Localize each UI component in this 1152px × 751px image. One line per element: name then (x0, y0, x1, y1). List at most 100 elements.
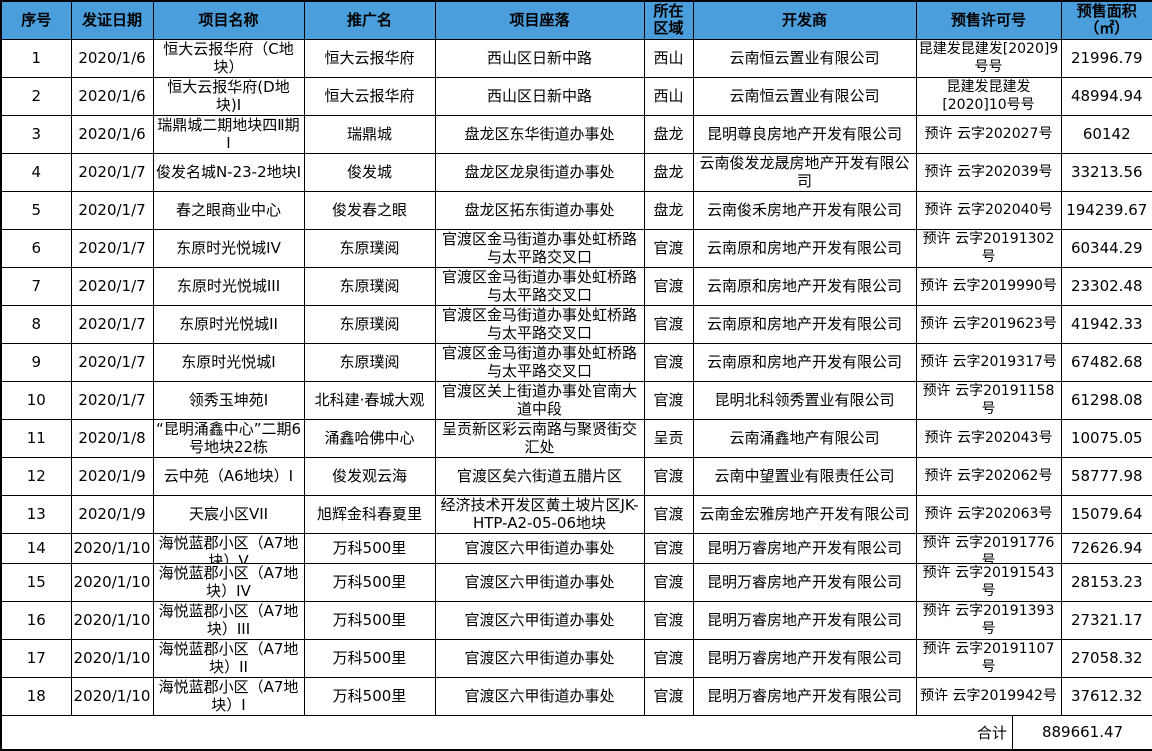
cell-district: 官渡 (643, 600, 694, 640)
cell-text: 东原时光悦城I (181, 353, 276, 371)
cell-text: 27058.32 (1070, 649, 1143, 667)
cell-district: 盘龙 (643, 114, 694, 154)
cell-text: 37612.32 (1070, 687, 1143, 705)
cell-district: 西山 (643, 38, 694, 78)
cell-text: 恒大云报华府 (324, 87, 415, 105)
cell-developer: 云南原和房地产开发有限公司 (692, 342, 917, 382)
cell-text: 昆明北科领秀置业有限公司 (714, 391, 895, 409)
cell-promo-name: 万科500里 (303, 562, 436, 602)
cell-presale-area: 15079.64 (1060, 494, 1152, 534)
cell-project-name: 春之眼商业中心 (152, 190, 305, 230)
cell-location: 官渡区金马街道办事处虹桥路与太平路交叉口 (434, 228, 645, 268)
cell-issue-date: 2020/1/8 (70, 418, 154, 458)
cell-text: 2020/1/7 (78, 391, 146, 409)
cell-text: 官渡区金马街道办事处虹桥路与太平路交叉口 (441, 344, 637, 380)
cell-issue-date: 2020/1/7 (70, 342, 154, 382)
cell-presale-area: 27058.32 (1060, 638, 1152, 678)
cell-text: 官渡区六甲街道办事处 (464, 687, 615, 705)
cell-location: 盘龙区拓东街道办事处 (434, 190, 645, 230)
cell-text: 盘龙区拓东街道办事处 (464, 201, 615, 219)
cell-project-name: 云中苑（A6地块）I (152, 456, 305, 496)
cell-permit-no: 预许 云字20191543号 (915, 562, 1062, 602)
cell-text: 194239.67 (1066, 201, 1148, 219)
cell-text: 6 (31, 239, 42, 257)
cell-text: 昆建发昆建发[2020]10号号 (942, 79, 1035, 113)
cell-text: 盘龙区龙泉街道办事处 (464, 163, 615, 181)
cell-serial: 15 (0, 562, 72, 602)
cell-permit-no: 预许 云字2019990号 (915, 266, 1062, 306)
table-row: 16 2020/1/10 海悦蓝郡小区（A7地块）III 万科500里 官渡区六甲街道办… (0, 600, 1152, 640)
cell-promo-name: 恒大云报华府 (303, 76, 436, 116)
cell-presale-area: 194239.67 (1060, 190, 1152, 230)
cell-district: 官渡 (643, 380, 694, 420)
cell-issue-date: 2020/1/9 (70, 494, 154, 534)
cell-text: 2 (31, 87, 42, 105)
cell-project-name: 瑞鼎城二期地块四Ⅱ期I (152, 114, 305, 154)
cell-text: 11 (26, 429, 46, 447)
cell-text: 17 (26, 649, 46, 667)
cell-issue-date: 2020/1/6 (70, 114, 154, 154)
cell-text: 2020/1/8 (78, 429, 146, 447)
cell-permit-no: 预许 云字202027号 (915, 114, 1062, 154)
cell-serial: 13 (0, 494, 72, 534)
table-row: 11 2020/1/8 “昆明涌鑫中心”二期6号地块22栋 涌鑫哈佛中心 呈贡新区彩云南… (0, 418, 1152, 458)
cell-text: 72626.94 (1070, 539, 1143, 557)
cell-developer: 云南俊发龙晟房地产开发有限公司 (692, 152, 917, 192)
cell-permit-no: 预许 云字2019942号 (915, 676, 1062, 716)
cell-presale-area: 23302.48 (1060, 266, 1152, 306)
cell-presale-area: 27321.17 (1060, 600, 1152, 640)
cell-text: 官渡 (653, 315, 684, 333)
cell-project-name: 海悦蓝郡小区（A7地块）IV (152, 562, 305, 602)
cell-serial: 9 (0, 342, 72, 382)
cell-text: 云南俊禾房地产开发有限公司 (706, 201, 902, 219)
cell-text: 东原时光悦城III (176, 277, 281, 295)
cell-text: 昆明尊良房地产开发有限公司 (706, 125, 902, 143)
cell-promo-name: 俊发春之眼 (303, 190, 436, 230)
cell-text: 21996.79 (1070, 49, 1143, 67)
cell-text: 万科500里 (332, 611, 407, 629)
cell-serial: 12 (0, 456, 72, 496)
column-header-issue-date: 发证日期 (70, 0, 154, 40)
cell-text: 云南金宏雅房地产开发有限公司 (699, 505, 910, 523)
cell-issue-date: 2020/1/10 (70, 532, 154, 564)
table-row: 8 2020/1/7 东原时光悦城II 东原璞阅 官渡区金马街道办事处虹桥路与太平路交叉… (0, 304, 1152, 344)
cell-location: 西山区日新中路 (434, 38, 645, 78)
cell-issue-date: 2020/1/6 (70, 76, 154, 116)
cell-promo-name: 瑞鼎城 (303, 114, 436, 154)
cell-text: 呈贡 (653, 429, 684, 447)
cell-text: 官渡 (653, 505, 684, 523)
cell-text: 28153.23 (1070, 573, 1143, 591)
cell-text: 恒大云报华府 (324, 49, 415, 67)
cell-developer: 昆明万睿房地产开发有限公司 (692, 562, 917, 602)
cell-text: 2020/1/7 (78, 201, 146, 219)
cell-text: 16 (26, 611, 46, 629)
table-row: 7 2020/1/7 东原时光悦城III 东原璞阅 官渡区金马街道办事处虹桥路与太平路交… (0, 266, 1152, 306)
cell-text: 预许 云字20191776号 (922, 534, 1055, 563)
cell-text: 27321.17 (1070, 611, 1143, 629)
cell-text: 60344.29 (1070, 239, 1143, 257)
cell-project-name: 海悦蓝郡小区（A7地块）I (152, 676, 305, 716)
cell-developer: 昆明尊良房地产开发有限公司 (692, 114, 917, 154)
cell-text: 万科500里 (332, 573, 407, 591)
cell-text: 领秀玉坤苑I (188, 391, 269, 409)
cell-promo-name: 俊发观云海 (303, 456, 436, 496)
table-row: 15 2020/1/10 海悦蓝郡小区（A7地块）IV 万科500里 官渡区六甲街道办事… (0, 562, 1152, 602)
cell-text: 西山区日新中路 (486, 49, 592, 67)
cell-project-name: 天宸小区VII (152, 494, 305, 534)
cell-district: 官渡 (643, 228, 694, 268)
cell-text: 预许 云字202040号 (924, 202, 1053, 218)
cell-project-name: 东原时光悦城IV (152, 228, 305, 268)
cell-text: 预许 云字202062号 (924, 468, 1053, 484)
cell-developer: 昆明万睿房地产开发有限公司 (692, 676, 917, 716)
cell-text: 官渡区六甲街道办事处 (464, 611, 615, 629)
cell-district: 呈贡 (643, 418, 694, 458)
table-row: 13 2020/1/9 天宸小区VII 旭辉金科春夏里 经济技术开发区黄土坡片区JK-H… (0, 494, 1152, 534)
cell-issue-date: 2020/1/9 (70, 456, 154, 496)
cell-project-name: 东原时光悦城II (152, 304, 305, 344)
cell-text: 10 (26, 391, 46, 409)
cell-text: “昆明涌鑫中心”二期6号地块22栋 (155, 420, 302, 456)
cell-text: 预许 云字2019623号 (920, 316, 1057, 332)
cell-promo-name: 东原璞阅 (303, 304, 436, 344)
cell-text: 2020/1/6 (78, 49, 146, 67)
cell-project-name: 东原时光悦城III (152, 266, 305, 306)
